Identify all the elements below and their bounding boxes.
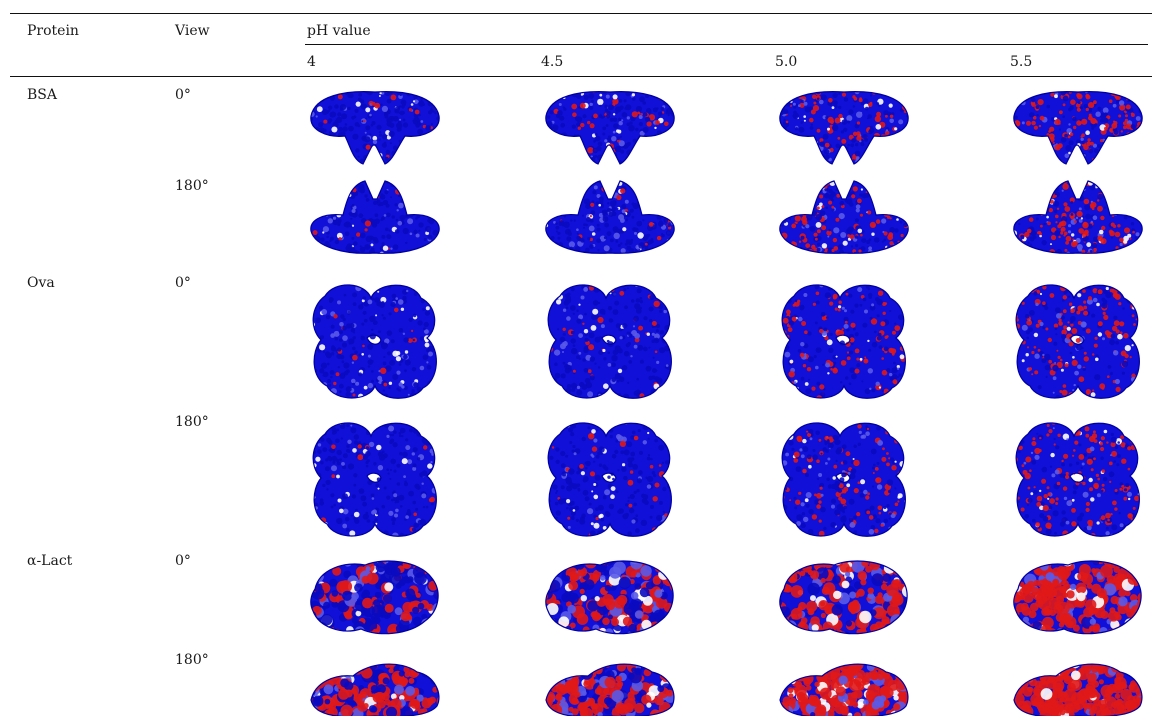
molecule-surface-alpha-lact-0-ph0 xyxy=(305,555,445,637)
molecule-surface-bsa-180-ph2 xyxy=(774,177,914,259)
molecule-surface-ova-0-ph3 xyxy=(1008,276,1148,404)
molecule-surface-bsa-0-ph0 xyxy=(305,86,445,168)
header-bottom-rule xyxy=(10,76,1152,77)
molecule-surface-bsa-0-ph3 xyxy=(1008,86,1148,168)
header-ph-4: 4 xyxy=(307,54,316,70)
molecule-surface-ova-0-ph2 xyxy=(774,276,914,404)
molecule-surface-alpha-lact-180-ph1 xyxy=(540,656,680,716)
header-ph-5-5: 5.5 xyxy=(1010,54,1033,70)
row-label-ova: Ova xyxy=(27,275,55,291)
molecule-surface-alpha-lact-0-ph3 xyxy=(1008,555,1148,637)
molecule-surface-ova-180-ph2 xyxy=(774,414,914,542)
molecule-surface-bsa-0-ph1 xyxy=(540,86,680,168)
header-ph-value: pH value xyxy=(307,23,371,39)
molecule-surface-bsa-180-ph0 xyxy=(305,177,445,259)
ph-group-rule xyxy=(305,44,1148,45)
header-view: View xyxy=(175,23,210,39)
header-ph-5-0: 5.0 xyxy=(775,54,798,70)
molecule-surface-alpha-lact-180-ph2 xyxy=(774,656,914,716)
molecule-surface-alpha-lact-180-ph0 xyxy=(305,656,445,716)
table-top-rule xyxy=(10,13,1152,14)
molecule-surface-ova-180-ph1 xyxy=(540,414,680,542)
molecule-surface-alpha-lact-0-ph1 xyxy=(540,555,680,637)
view-label-bsa-0: 0° xyxy=(175,87,191,103)
row-label-bsa: BSA xyxy=(27,87,57,103)
view-label-ova-180: 180° xyxy=(175,414,209,430)
view-label-bsa-180: 180° xyxy=(175,178,209,194)
molecule-surface-ova-180-ph3 xyxy=(1008,414,1148,542)
molecule-surface-bsa-180-ph1 xyxy=(540,177,680,259)
molecule-surface-alpha-lact-0-ph2 xyxy=(774,555,914,637)
view-label-alpha-lact-0: 0° xyxy=(175,553,191,569)
molecule-surface-ova-180-ph0 xyxy=(305,414,445,542)
row-label-alpha-lact: α-Lact xyxy=(27,553,73,569)
header-ph-4-5: 4.5 xyxy=(541,54,564,70)
header-protein: Protein xyxy=(27,23,79,39)
view-label-alpha-lact-180: 180° xyxy=(175,652,209,668)
molecule-surface-bsa-0-ph2 xyxy=(774,86,914,168)
molecule-surface-alpha-lact-180-ph3 xyxy=(1008,656,1148,716)
molecule-surface-ova-0-ph0 xyxy=(305,276,445,404)
molecule-surface-bsa-180-ph3 xyxy=(1008,177,1148,259)
molecule-surface-ova-0-ph1 xyxy=(540,276,680,404)
view-label-ova-0: 0° xyxy=(175,275,191,291)
